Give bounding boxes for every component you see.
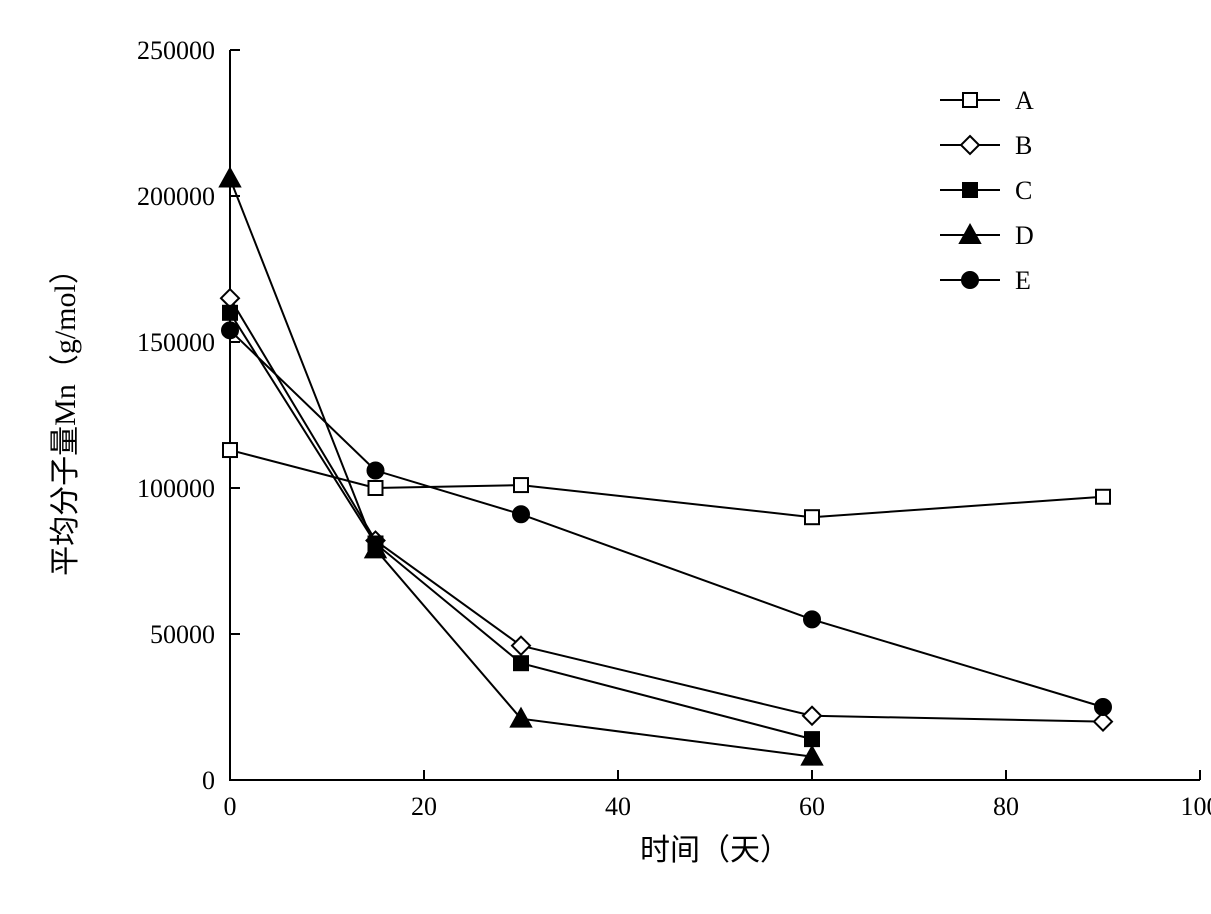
x-tick-label: 0	[224, 792, 237, 821]
y-tick-label: 0	[202, 766, 215, 795]
x-tick-label: 20	[411, 792, 437, 821]
series-E	[222, 322, 1111, 715]
marker-circle	[1095, 699, 1111, 715]
marker-square	[223, 443, 237, 457]
x-tick-label: 80	[993, 792, 1019, 821]
marker-square	[514, 656, 528, 670]
marker-square	[223, 306, 237, 320]
marker-diamond	[803, 707, 821, 725]
marker-circle	[962, 272, 978, 288]
legend-label: C	[1015, 176, 1032, 205]
y-tick-label: 150000	[137, 328, 215, 357]
marker-square	[369, 481, 383, 495]
y-tick-label: 250000	[137, 36, 215, 65]
legend-label: E	[1015, 266, 1031, 295]
marker-square	[1096, 490, 1110, 504]
chart-container: 0 20 40 60 80 100 0 50000 100000 150000 200000 2500…	[20, 20, 1211, 894]
marker-circle	[368, 462, 384, 478]
marker-square	[963, 93, 977, 107]
marker-diamond	[512, 637, 530, 655]
y-tick-label: 50000	[150, 620, 215, 649]
marker-square	[963, 183, 977, 197]
marker-square	[805, 732, 819, 746]
marker-diamond	[961, 136, 979, 154]
series-D	[220, 168, 822, 764]
series-C	[223, 306, 819, 746]
x-tick-label: 60	[799, 792, 825, 821]
marker-circle	[804, 611, 820, 627]
marker-square	[514, 478, 528, 492]
marker-circle	[513, 506, 529, 522]
marker-circle	[222, 322, 238, 338]
y-axis-label: 平均分子量Mn（g/mol）	[49, 254, 82, 576]
legend: ABCDE	[940, 86, 1034, 295]
legend-label: A	[1015, 86, 1034, 115]
marker-square	[805, 510, 819, 524]
x-tick-label: 40	[605, 792, 631, 821]
y-tick-label: 200000	[137, 182, 215, 211]
series-line	[230, 313, 812, 739]
axes	[230, 50, 1200, 780]
line-chart: 0 20 40 60 80 100 0 50000 100000 150000 200000 2500…	[20, 20, 1211, 894]
y-tick-label: 100000	[137, 474, 215, 503]
x-axis-label: 时间（天）	[640, 834, 790, 867]
marker-diamond	[221, 289, 239, 307]
legend-label: B	[1015, 131, 1032, 160]
series-line	[230, 450, 1103, 517]
x-tick-label: 100	[1181, 792, 1211, 821]
marker-triangle	[220, 168, 240, 186]
legend-label: D	[1015, 221, 1034, 250]
